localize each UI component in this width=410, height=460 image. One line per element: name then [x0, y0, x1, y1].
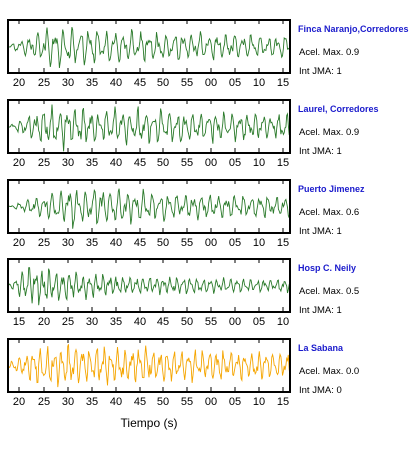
- acel-max-label: Acel. Max. 0.9: [299, 47, 359, 58]
- x-tick-label: 10: [253, 237, 265, 249]
- panel-4: 15 20 25 30 35 40 45 50 55 00 05 10 Hosp C. Neily Ace…: [7, 258, 359, 328]
- x-tick-label: 45: [134, 77, 146, 89]
- station-name: Puerto Jimenez: [298, 184, 365, 194]
- x-tick-label: 20: [38, 316, 50, 328]
- x-tick-label: 15: [277, 396, 289, 408]
- panel-1: 20 25 30 35 40 45 50 55 00 05 10 15 Finca Naranjo,Co…: [7, 19, 409, 89]
- panel-frame: [7, 338, 291, 393]
- acel-max-label: Acel. Max. 0.0: [299, 366, 359, 377]
- x-tick-label: 00: [205, 396, 217, 408]
- x-tick-label: 15: [13, 316, 25, 328]
- station-name: Hosp C. Neily: [298, 263, 356, 273]
- x-tick-label: 40: [110, 157, 122, 169]
- station-name: La Sabana: [298, 343, 344, 353]
- int-jma-label: Int JMA: 1: [299, 66, 342, 77]
- x-tick-label: 45: [134, 396, 146, 408]
- x-tick-label: 50: [157, 77, 169, 89]
- x-tick-label: 15: [277, 237, 289, 249]
- trace-1: [7, 26, 291, 69]
- x-tick-label: 45: [157, 316, 169, 328]
- x-tick-label: 30: [62, 77, 74, 89]
- x-tick-label: 40: [110, 77, 122, 89]
- acel-max-label: Acel. Max. 0.9: [299, 127, 359, 138]
- x-tick-label: 15: [277, 157, 289, 169]
- trace-4: [7, 267, 291, 306]
- x-tick-label: 20: [13, 157, 25, 169]
- x-tick-label: 40: [110, 396, 122, 408]
- int-jma-label: Int JMA: 1: [299, 146, 342, 157]
- x-tick-label: 30: [62, 237, 74, 249]
- x-tick-label: 50: [157, 237, 169, 249]
- acel-max-label: Acel. Max. 0.5: [299, 286, 359, 297]
- panel-frame: [7, 179, 291, 234]
- x-tick-label: 00: [229, 316, 241, 328]
- trace-2: [7, 104, 291, 152]
- x-tick-label: 20: [13, 77, 25, 89]
- x-tick-label: 25: [38, 157, 50, 169]
- x-tick-label: 50: [157, 396, 169, 408]
- x-tick-label: 00: [205, 237, 217, 249]
- panel-frame: [7, 99, 291, 154]
- x-tick-label: 50: [157, 157, 169, 169]
- panel-frame: [7, 258, 291, 313]
- x-tick-label: 25: [38, 396, 50, 408]
- x-tick-label: 25: [38, 237, 50, 249]
- x-tick-label: 55: [205, 316, 217, 328]
- x-tick-label: 35: [86, 396, 98, 408]
- x-tick-label: 05: [229, 77, 241, 89]
- panel-frame: [7, 19, 291, 74]
- x-tick-label: 55: [181, 157, 193, 169]
- acel-max-label: Acel. Max. 0.6: [299, 207, 359, 218]
- int-jma-label: Int JMA: 1: [299, 305, 342, 316]
- x-tick-label: 35: [110, 316, 122, 328]
- x-tick-label: 10: [253, 77, 265, 89]
- x-tick-label: 00: [205, 157, 217, 169]
- x-tick-label: 35: [86, 157, 98, 169]
- x-tick-label: 50: [181, 316, 193, 328]
- x-tick-label: 05: [253, 316, 265, 328]
- x-tick-label: 25: [38, 77, 50, 89]
- x-tick-label: 55: [181, 396, 193, 408]
- x-tick-label: 10: [253, 157, 265, 169]
- trace-3: [7, 188, 291, 229]
- trace-5: [7, 344, 291, 388]
- x-tick-label: 00: [205, 77, 217, 89]
- x-tick-label: 55: [181, 237, 193, 249]
- x-tick-label: 30: [62, 157, 74, 169]
- x-tick-label: 05: [229, 157, 241, 169]
- x-tick-label: 25: [62, 316, 74, 328]
- station-name: Finca Naranjo,Corredores: [298, 24, 409, 34]
- x-tick-label: 30: [86, 316, 98, 328]
- panel-2: 20 25 30 35 40 45 50 55 00 05 10 15 Laurel, Corredor…: [7, 99, 379, 169]
- x-tick-label: 35: [86, 77, 98, 89]
- x-tick-label: 45: [134, 237, 146, 249]
- x-tick-label: 40: [110, 237, 122, 249]
- x-tick-label: 35: [86, 237, 98, 249]
- panel-3: 20 25 30 35 40 45 50 55 00 05 10 15 Puerto Jimenez Ac…: [7, 179, 365, 249]
- int-jma-label: Int JMA: 1: [299, 226, 342, 237]
- x-tick-label: 10: [277, 316, 289, 328]
- x-tick-label: 20: [13, 237, 25, 249]
- x-tick-label: 10: [253, 396, 265, 408]
- station-name: Laurel, Corredores: [298, 104, 379, 114]
- x-tick-label: 20: [13, 396, 25, 408]
- x-tick-label: 30: [62, 396, 74, 408]
- int-jma-label: Int JMA: 0: [299, 385, 342, 396]
- x-tick-label: 15: [277, 77, 289, 89]
- panel-5: 20 25 30 35 40 45 50 55 00 05 10 15 La Sabana Acel. M…: [7, 338, 359, 408]
- x-tick-label: 45: [134, 157, 146, 169]
- x-tick-label: 05: [229, 237, 241, 249]
- x-tick-label: 40: [134, 316, 146, 328]
- x-tick-label: 05: [229, 396, 241, 408]
- x-tick-label: 55: [181, 77, 193, 89]
- x-axis-title: Tiempo (s): [121, 416, 178, 430]
